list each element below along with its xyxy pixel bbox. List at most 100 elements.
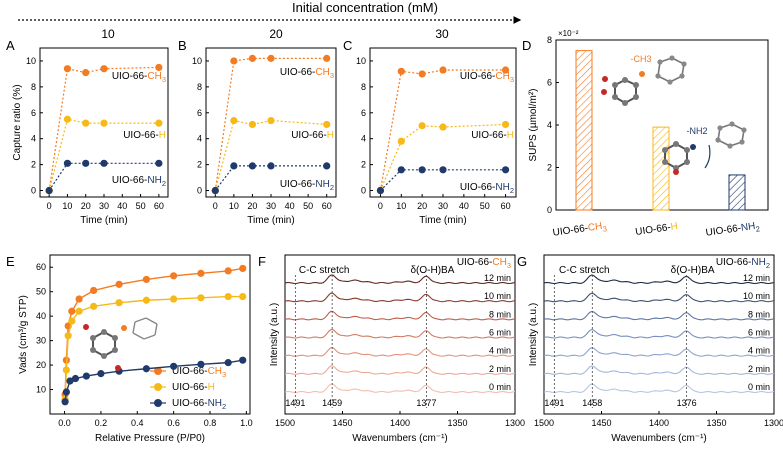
x-axis-label: Time (min) [247, 215, 294, 226]
x-tick-label: 0 [378, 201, 383, 211]
x-tick-label: 60 [154, 201, 164, 211]
category-label-nh2-subscript: 2 [755, 224, 760, 233]
peak-label: 1377 [416, 398, 436, 408]
series-label-nh2: UIO-66-NH2 [460, 182, 514, 195]
series-label-nh2-group: NH [315, 179, 329, 190]
y-tick-label: 0 [197, 186, 202, 196]
y-tick-label: 2 [197, 160, 202, 170]
panel-label-b: B [178, 38, 187, 53]
series-label-ch3-base: UIO-66- [280, 67, 316, 78]
data-point-h [142, 296, 150, 304]
spectrum-label: 12 min [484, 273, 511, 283]
y-axis-label: Vads (cm³/g STP) [18, 295, 29, 374]
category-label-nh2: UIO-66-NH2 [705, 220, 760, 240]
y-tick-label: 4 [197, 134, 202, 144]
atom [667, 79, 673, 85]
data-point-ch3 [323, 54, 331, 62]
y-multiplier: ×10⁻² [558, 29, 579, 38]
x-tick-label: 40 [117, 201, 127, 211]
data-point-nh2 [62, 388, 70, 396]
y-tick-label: 0 [31, 186, 36, 196]
y-tick-label: 20 [36, 360, 46, 370]
atom-c [121, 325, 127, 331]
atom [633, 94, 639, 100]
data-point-nh2 [170, 362, 178, 370]
y-tick-label: 6 [197, 108, 202, 118]
series-line-ch3 [379, 69, 506, 191]
bond [132, 321, 136, 334]
annotation-cc-stretch: C-C stretch [299, 265, 350, 276]
x-tick-label: 0.6 [167, 418, 180, 428]
y-tick-label: 10 [192, 56, 202, 66]
data-point-nh2 [376, 186, 385, 195]
spectrum-line [284, 365, 516, 375]
x-tick-label: 1500 [534, 418, 554, 428]
series-label-nh2: UIO-66-NH2 [112, 175, 166, 188]
x-tick-label: 20 [81, 201, 91, 211]
x-tick-label: 1350 [447, 418, 467, 428]
peak-label: 1458 [582, 398, 602, 408]
y-tick-label: 8 [197, 82, 202, 92]
atom [655, 73, 661, 79]
conc-label-30: 30 [435, 27, 449, 41]
spectrum-line [543, 383, 775, 394]
data-point-h [501, 120, 510, 129]
legend-label-nh2-group: NH [208, 398, 222, 409]
atom [101, 353, 107, 359]
panel-title-group: CH [492, 257, 506, 268]
peak-label: 1491 [285, 398, 305, 408]
data-point-nh2 [248, 162, 257, 170]
y-tick-label: 8 [31, 82, 36, 92]
series-line-ch3 [64, 267, 243, 395]
atom [669, 55, 675, 61]
data-point-nh2 [224, 359, 232, 367]
data-point-nh2 [323, 162, 331, 170]
bar-ch3 [575, 50, 593, 211]
x-tick-label: 1.0 [240, 418, 253, 428]
x-tick-label: 30 [99, 201, 109, 211]
spectrum-label: 8 min [489, 309, 511, 319]
data-point-ch3 [197, 269, 205, 277]
chart-a: 0 10 20 30 40 50 60 0 2 4 6 8 10 Time (min) Capture ra… [12, 47, 169, 226]
series-label-nh2: UIO-66-NH2 [280, 179, 334, 192]
y-tick-label: 0 [361, 186, 366, 196]
data-point-nh2 [71, 374, 80, 383]
legend-label-h: UIO-66-H [172, 382, 215, 393]
data-point-h [439, 123, 447, 131]
category-label-ch3-group: CH [587, 221, 603, 234]
series-label-nh2-base: UIO-66- [112, 175, 148, 186]
data-point-h [62, 366, 70, 374]
series-label-ch3-subscript: 3 [162, 75, 166, 84]
annotation-ch3: -CH3 [630, 54, 651, 64]
data-point-ch3 [155, 63, 163, 72]
annotation-oh: δ(O-H)BA [671, 265, 715, 276]
x-tick-label: 50 [303, 201, 313, 211]
series-label-nh2-group: NH [147, 175, 161, 186]
annotation-nh2: -NH2 [686, 126, 707, 136]
header-title: Initial concentration (mM) [292, 0, 438, 15]
data-point-nh2 [239, 356, 247, 364]
data-point-ch3 [248, 54, 257, 62]
atom-o [602, 76, 608, 82]
data-point-ch3 [75, 295, 83, 303]
category-label-h-group: H [670, 221, 679, 233]
category-label-h: UIO-66-H [635, 221, 679, 238]
legend-label-nh2-base: UIO-66- [172, 398, 208, 409]
data-point-h [267, 116, 275, 125]
data-point-ch3 [239, 264, 247, 273]
spectrum-label: 0 min [748, 382, 770, 392]
series-label-nh2-group: NH [495, 182, 509, 193]
x-tick-label: 30 [266, 201, 276, 211]
x-tick-label: 0.4 [131, 418, 144, 428]
series-label-ch3-subscript: 3 [330, 71, 334, 80]
data-point-h [397, 137, 405, 145]
series-line-ch3 [214, 57, 327, 191]
spectrum-line [543, 274, 775, 285]
panel-label-a: A [6, 38, 15, 53]
atom-n [690, 144, 696, 150]
atom [739, 139, 745, 145]
series-label-h-base: UIO-66- [291, 130, 327, 141]
spectrum-label: 8 min [748, 309, 770, 319]
